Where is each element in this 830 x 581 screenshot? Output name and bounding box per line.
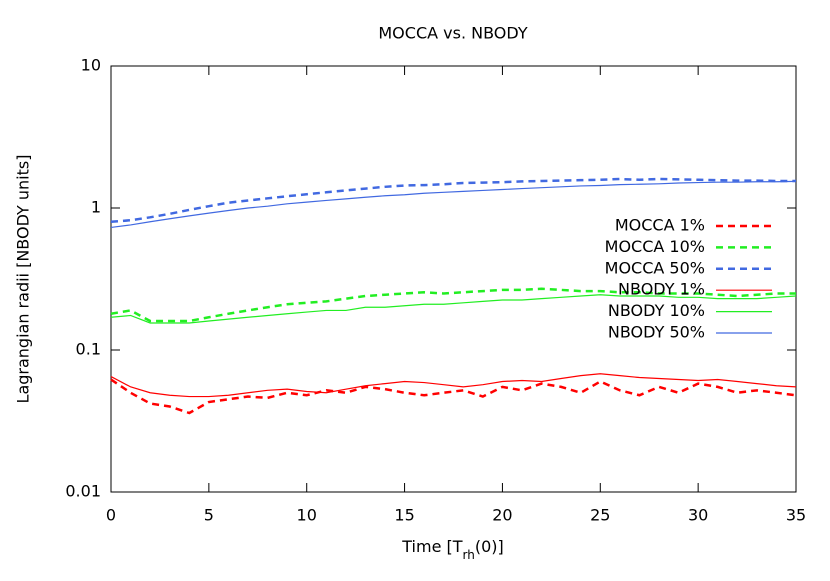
series-line	[110, 180, 797, 229]
x-tick-label: 25	[590, 506, 610, 525]
series-line	[110, 294, 797, 324]
legend-label: MOCCA 50%	[605, 258, 705, 277]
x-tick-label: 30	[688, 506, 708, 525]
x-axis-label: Time [Trh(0)]	[401, 537, 504, 562]
legend-label: MOCCA 1%	[615, 216, 705, 235]
chart-title: MOCCA vs. NBODY	[378, 24, 527, 43]
x-tick-label: 15	[394, 506, 414, 525]
legend-label: NBODY 50%	[608, 323, 705, 342]
x-tick-label: 35	[786, 506, 806, 525]
y-tick-label: 0.1	[76, 340, 101, 359]
y-tick-label: 10	[81, 56, 101, 75]
x-tick-label: 5	[204, 506, 214, 525]
plot-frame	[110, 65, 797, 493]
legend-label: MOCCA 10%	[605, 237, 705, 256]
series-line	[110, 287, 796, 323]
x-axis-label-part: (0)]	[475, 537, 504, 556]
legend-label: NBODY 10%	[608, 301, 705, 320]
series-line	[110, 378, 797, 415]
y-axis-label: Lagrangian radii [NBODY units]	[14, 155, 33, 404]
x-axis-label-part: Time [T	[401, 537, 462, 556]
x-tick-label: 0	[106, 506, 116, 525]
legend-label: NBODY 1%	[618, 280, 705, 299]
x-tick-label: 10	[297, 506, 317, 525]
x-axis-label-part: rh	[463, 548, 475, 562]
series-line	[110, 373, 797, 398]
x-tick-label: 20	[492, 506, 512, 525]
y-tick-label: 1	[91, 198, 101, 217]
y-tick-label: 0.01	[65, 482, 101, 501]
